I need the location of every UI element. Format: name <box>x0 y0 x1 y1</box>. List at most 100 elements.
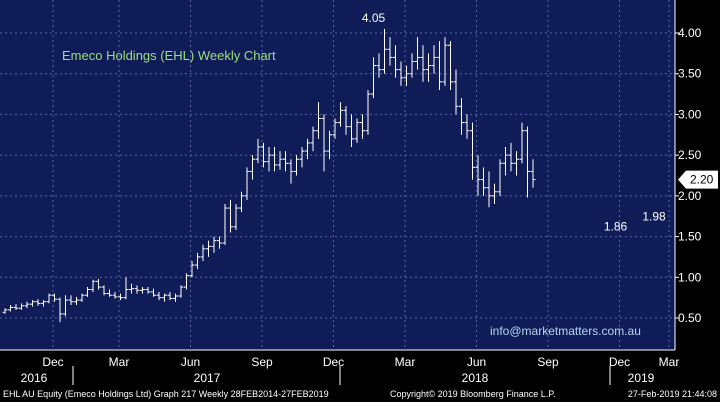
price-bar <box>222 204 228 245</box>
price-bar <box>200 244 206 261</box>
price-bar <box>475 155 481 196</box>
month-tick-label: Mar <box>659 355 680 369</box>
price-bar <box>151 288 156 297</box>
price-bar <box>404 65 409 86</box>
price-bar <box>145 287 151 294</box>
price-bar <box>426 53 431 82</box>
month-tick-label: Mar <box>395 355 416 369</box>
price-bar <box>497 159 503 196</box>
price-bar <box>382 28 387 74</box>
month-tick-label: Sep <box>537 355 559 369</box>
price-bar <box>41 300 46 307</box>
price-bar <box>508 142 514 172</box>
year-label: 2019 <box>628 371 655 385</box>
price-bar <box>437 41 442 90</box>
price-bar <box>514 151 519 176</box>
price-bar <box>393 45 398 78</box>
price-bar <box>90 279 96 292</box>
price-bar <box>448 41 453 90</box>
month-tick-label: Mar <box>109 355 130 369</box>
price-bar <box>283 151 288 172</box>
price-bar <box>310 126 316 152</box>
price-bar <box>321 114 327 172</box>
price-bar <box>112 291 118 299</box>
price-bar <box>19 303 24 310</box>
price-bar <box>211 236 217 253</box>
price-bar <box>503 147 508 176</box>
price-bar <box>327 130 332 160</box>
price-bar <box>85 287 90 297</box>
y-tick-label: 0.50 <box>678 311 702 325</box>
footer-center: Copyright© 2019 Bloomberg Finance L.P. <box>390 389 556 399</box>
source-link[interactable]: info@marketmatters.com.au <box>490 324 641 338</box>
price-bar <box>332 118 338 139</box>
price-bar <box>266 147 272 172</box>
y-tick-label: 2.00 <box>678 189 702 203</box>
price-bar <box>250 155 255 180</box>
price-bar <box>63 295 68 317</box>
price-bar <box>195 252 200 270</box>
price-bar <box>525 126 530 198</box>
price-bar <box>57 297 63 323</box>
price-bar <box>228 199 233 233</box>
price-bar <box>134 285 140 294</box>
chart-title: Emeco Holdings (EHL) Weekly Chart <box>62 48 276 63</box>
month-tick-label: Sep <box>251 355 273 369</box>
price-bar <box>118 293 123 301</box>
price-bar <box>305 138 310 160</box>
price-bar <box>420 45 426 82</box>
price-annotations: 4.05 1.86 1.98 <box>362 11 666 233</box>
price-bar <box>178 285 184 298</box>
grid-lines <box>0 0 675 350</box>
price-bar <box>272 147 277 172</box>
price-bar <box>470 122 475 180</box>
price-bar <box>530 159 536 188</box>
price-bar <box>74 296 79 305</box>
price-bar <box>431 45 437 74</box>
last-price-arrow <box>678 170 718 189</box>
y-tick-label: 3.50 <box>678 67 702 81</box>
price-bar <box>354 118 360 143</box>
price-bar <box>415 37 420 70</box>
y-tick-label: 1.00 <box>678 270 702 284</box>
price-bar <box>30 300 35 307</box>
price-bar <box>217 236 222 249</box>
price-bar <box>107 289 112 297</box>
annotation-label: 1.98 <box>642 209 666 223</box>
price-bar <box>156 291 162 301</box>
annotation-label: 1.86 <box>604 219 628 233</box>
price-bar <box>519 122 525 164</box>
price-bar <box>233 204 239 231</box>
price-bar <box>68 295 74 305</box>
y-axis: 0.50 1.00 1.50 2.00 2.50 3.00 3.50 4.00 <box>674 0 702 350</box>
footer-left: EHL AU Equity (Emeco Holdings Ltd) Graph… <box>3 389 329 399</box>
price-bar <box>376 53 382 78</box>
price-bar <box>173 293 178 302</box>
price-bar <box>140 287 145 294</box>
price-bar <box>35 299 41 306</box>
price-bar <box>409 53 415 78</box>
footer-right: 27-Feb-2019 21:44:08 <box>628 389 717 399</box>
price-bar <box>123 277 129 300</box>
y-tick-label: 3.00 <box>678 107 702 121</box>
month-tick-label: Jun <box>181 355 200 369</box>
price-bar <box>338 102 343 127</box>
price-bar <box>277 151 283 170</box>
price-bar <box>96 278 101 290</box>
month-tick-label: Jun <box>467 355 486 369</box>
price-bar <box>464 114 470 139</box>
price-bar <box>79 293 85 302</box>
footer-bar <box>0 385 720 402</box>
price-bar <box>453 69 459 115</box>
price-bar <box>371 57 376 99</box>
price-bar <box>129 283 134 294</box>
price-bar <box>492 183 497 204</box>
month-tick-label: Dec <box>609 355 630 369</box>
price-bar <box>349 114 354 147</box>
price-bar <box>387 37 393 66</box>
price-bar <box>189 261 195 278</box>
price-bars <box>2 28 536 323</box>
last-price-label: 2.20 <box>690 173 714 187</box>
price-bar <box>365 90 371 135</box>
